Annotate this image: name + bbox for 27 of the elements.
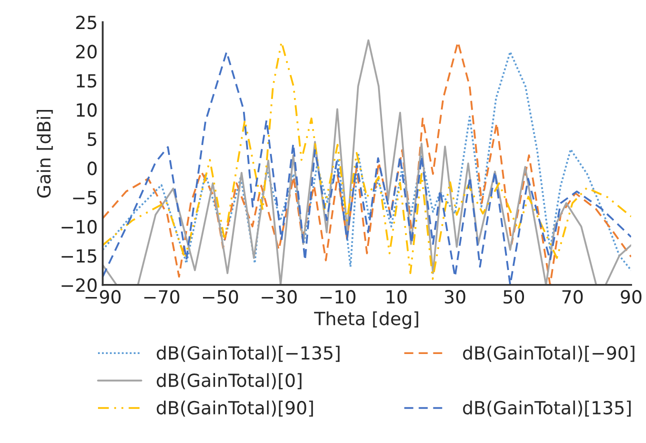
y-tick-label: 0 (88, 162, 97, 176)
y-tick-label: −10 (62, 220, 97, 234)
legend-label: dB(GainTotal)[0] (156, 373, 302, 390)
y-tick-label: 15 (76, 74, 96, 88)
y-tick-label: −15 (62, 249, 96, 263)
x-tick-label: 70 (562, 290, 583, 304)
x-tick-label: 90 (620, 290, 642, 304)
legend-label: dB(GainTotal)[−90] (463, 346, 634, 362)
y-axis-title: Gain [dBi] (36, 110, 53, 198)
y-tick-label: −20 (62, 278, 97, 292)
x-tick-label: −30 (262, 290, 297, 304)
x-tick-label: 30 (444, 290, 466, 304)
x-tick-label: 50 (504, 290, 524, 304)
y-tick-label: 10 (76, 103, 97, 117)
y-tick-label: 25 (76, 16, 96, 30)
x-axis-title: Theta [deg] (314, 311, 418, 329)
y-tick-label: −5 (73, 190, 96, 204)
x-tick-label: −90 (86, 290, 121, 304)
y-tick-label: 5 (88, 132, 96, 146)
y-tick-label: 20 (76, 44, 97, 58)
legend-label: dB(GainTotal)[135] (463, 400, 631, 417)
x-tick-label: −70 (144, 290, 180, 304)
x-tick-label: −50 (203, 290, 238, 304)
legend-label: dB(GainTotal)[−135] (156, 346, 340, 362)
x-tick-label: −10 (320, 290, 356, 304)
x-tick-label: 10 (386, 290, 407, 304)
legend-label: dB(GainTotal)[90] (156, 400, 313, 417)
